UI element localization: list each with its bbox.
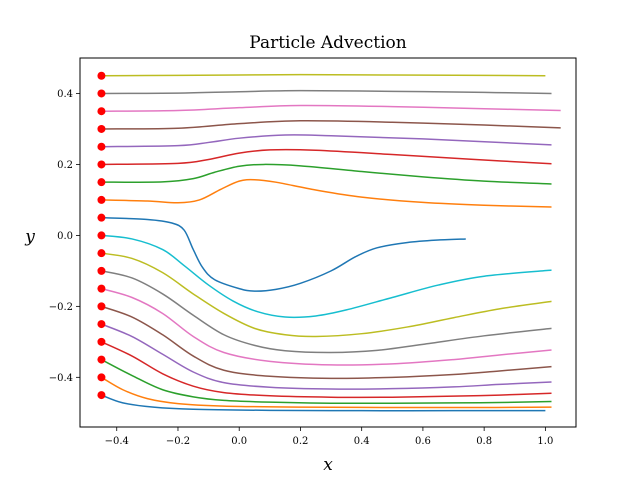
trajectory-line-2	[101, 89, 552, 95]
trajectory-line-16	[101, 341, 552, 399]
start-point-10	[97, 231, 106, 240]
x-tick-label: 0.4	[354, 436, 370, 447]
trajectory-line-17	[101, 358, 552, 405]
start-point-16	[97, 337, 106, 346]
start-point-12	[97, 266, 106, 275]
start-point-14	[97, 302, 106, 311]
trajectory-line-1	[101, 73, 546, 77]
start-point-18	[97, 373, 106, 382]
x-tick-label: 0.0	[231, 436, 247, 447]
y-tick-label: −0.2	[49, 302, 73, 313]
trajectory-line-14	[101, 305, 552, 380]
x-tick-label: 0.2	[292, 436, 308, 447]
start-point-5	[97, 142, 106, 151]
start-point-7	[97, 178, 106, 187]
y-tick-label: 0.4	[57, 89, 73, 100]
trajectory-line-5	[101, 134, 552, 148]
trajectory-line-4	[101, 120, 561, 130]
start-marker-layer	[97, 71, 106, 400]
y-axis-label: y	[24, 227, 35, 247]
start-point-11	[97, 249, 106, 258]
x-tick-label: 1.0	[537, 436, 553, 447]
x-axis-ticks: −0.4 −0.2 0.0 0.2 0.4 0.6 0.8 1.0	[105, 427, 553, 447]
start-point-8	[97, 195, 106, 204]
trajectory-line-18	[101, 376, 552, 409]
start-point-19	[97, 391, 106, 400]
trajectory-line-13	[101, 287, 552, 366]
x-axis-label: x	[323, 455, 333, 475]
y-tick-label: 0.0	[57, 231, 73, 242]
start-point-9	[97, 213, 106, 222]
series-layer	[101, 73, 561, 412]
y-tick-label: −0.4	[49, 373, 73, 384]
trajectory-line-8	[101, 178, 552, 208]
trajectory-line-12	[101, 270, 552, 354]
start-point-17	[97, 355, 106, 364]
start-point-6	[97, 160, 106, 169]
start-point-4	[97, 124, 106, 133]
y-axis-ticks: −0.4 −0.2 0.0 0.2 0.4	[49, 89, 80, 384]
trajectory-line-6	[101, 148, 552, 166]
trajectory-line-3	[101, 104, 561, 112]
start-point-15	[97, 320, 106, 329]
x-tick-label: −0.2	[166, 436, 190, 447]
trajectory-line-19	[101, 394, 546, 412]
trajectory-line-10	[101, 234, 552, 319]
start-point-1	[97, 71, 106, 80]
x-tick-label: 0.8	[476, 436, 492, 447]
axes-frame	[79, 57, 577, 428]
trajectory-line-15	[101, 323, 552, 390]
y-tick-label: 0.2	[57, 160, 73, 171]
trajectory-line-9	[101, 216, 466, 292]
trajectory-line-7	[101, 163, 552, 185]
start-point-2	[97, 89, 106, 98]
start-point-13	[97, 284, 106, 293]
x-tick-label: 0.6	[415, 436, 431, 447]
trajectory-line-11	[101, 252, 552, 338]
chart-title: Particle Advection	[249, 33, 406, 53]
start-point-3	[97, 107, 106, 116]
x-tick-label: −0.4	[105, 436, 129, 447]
